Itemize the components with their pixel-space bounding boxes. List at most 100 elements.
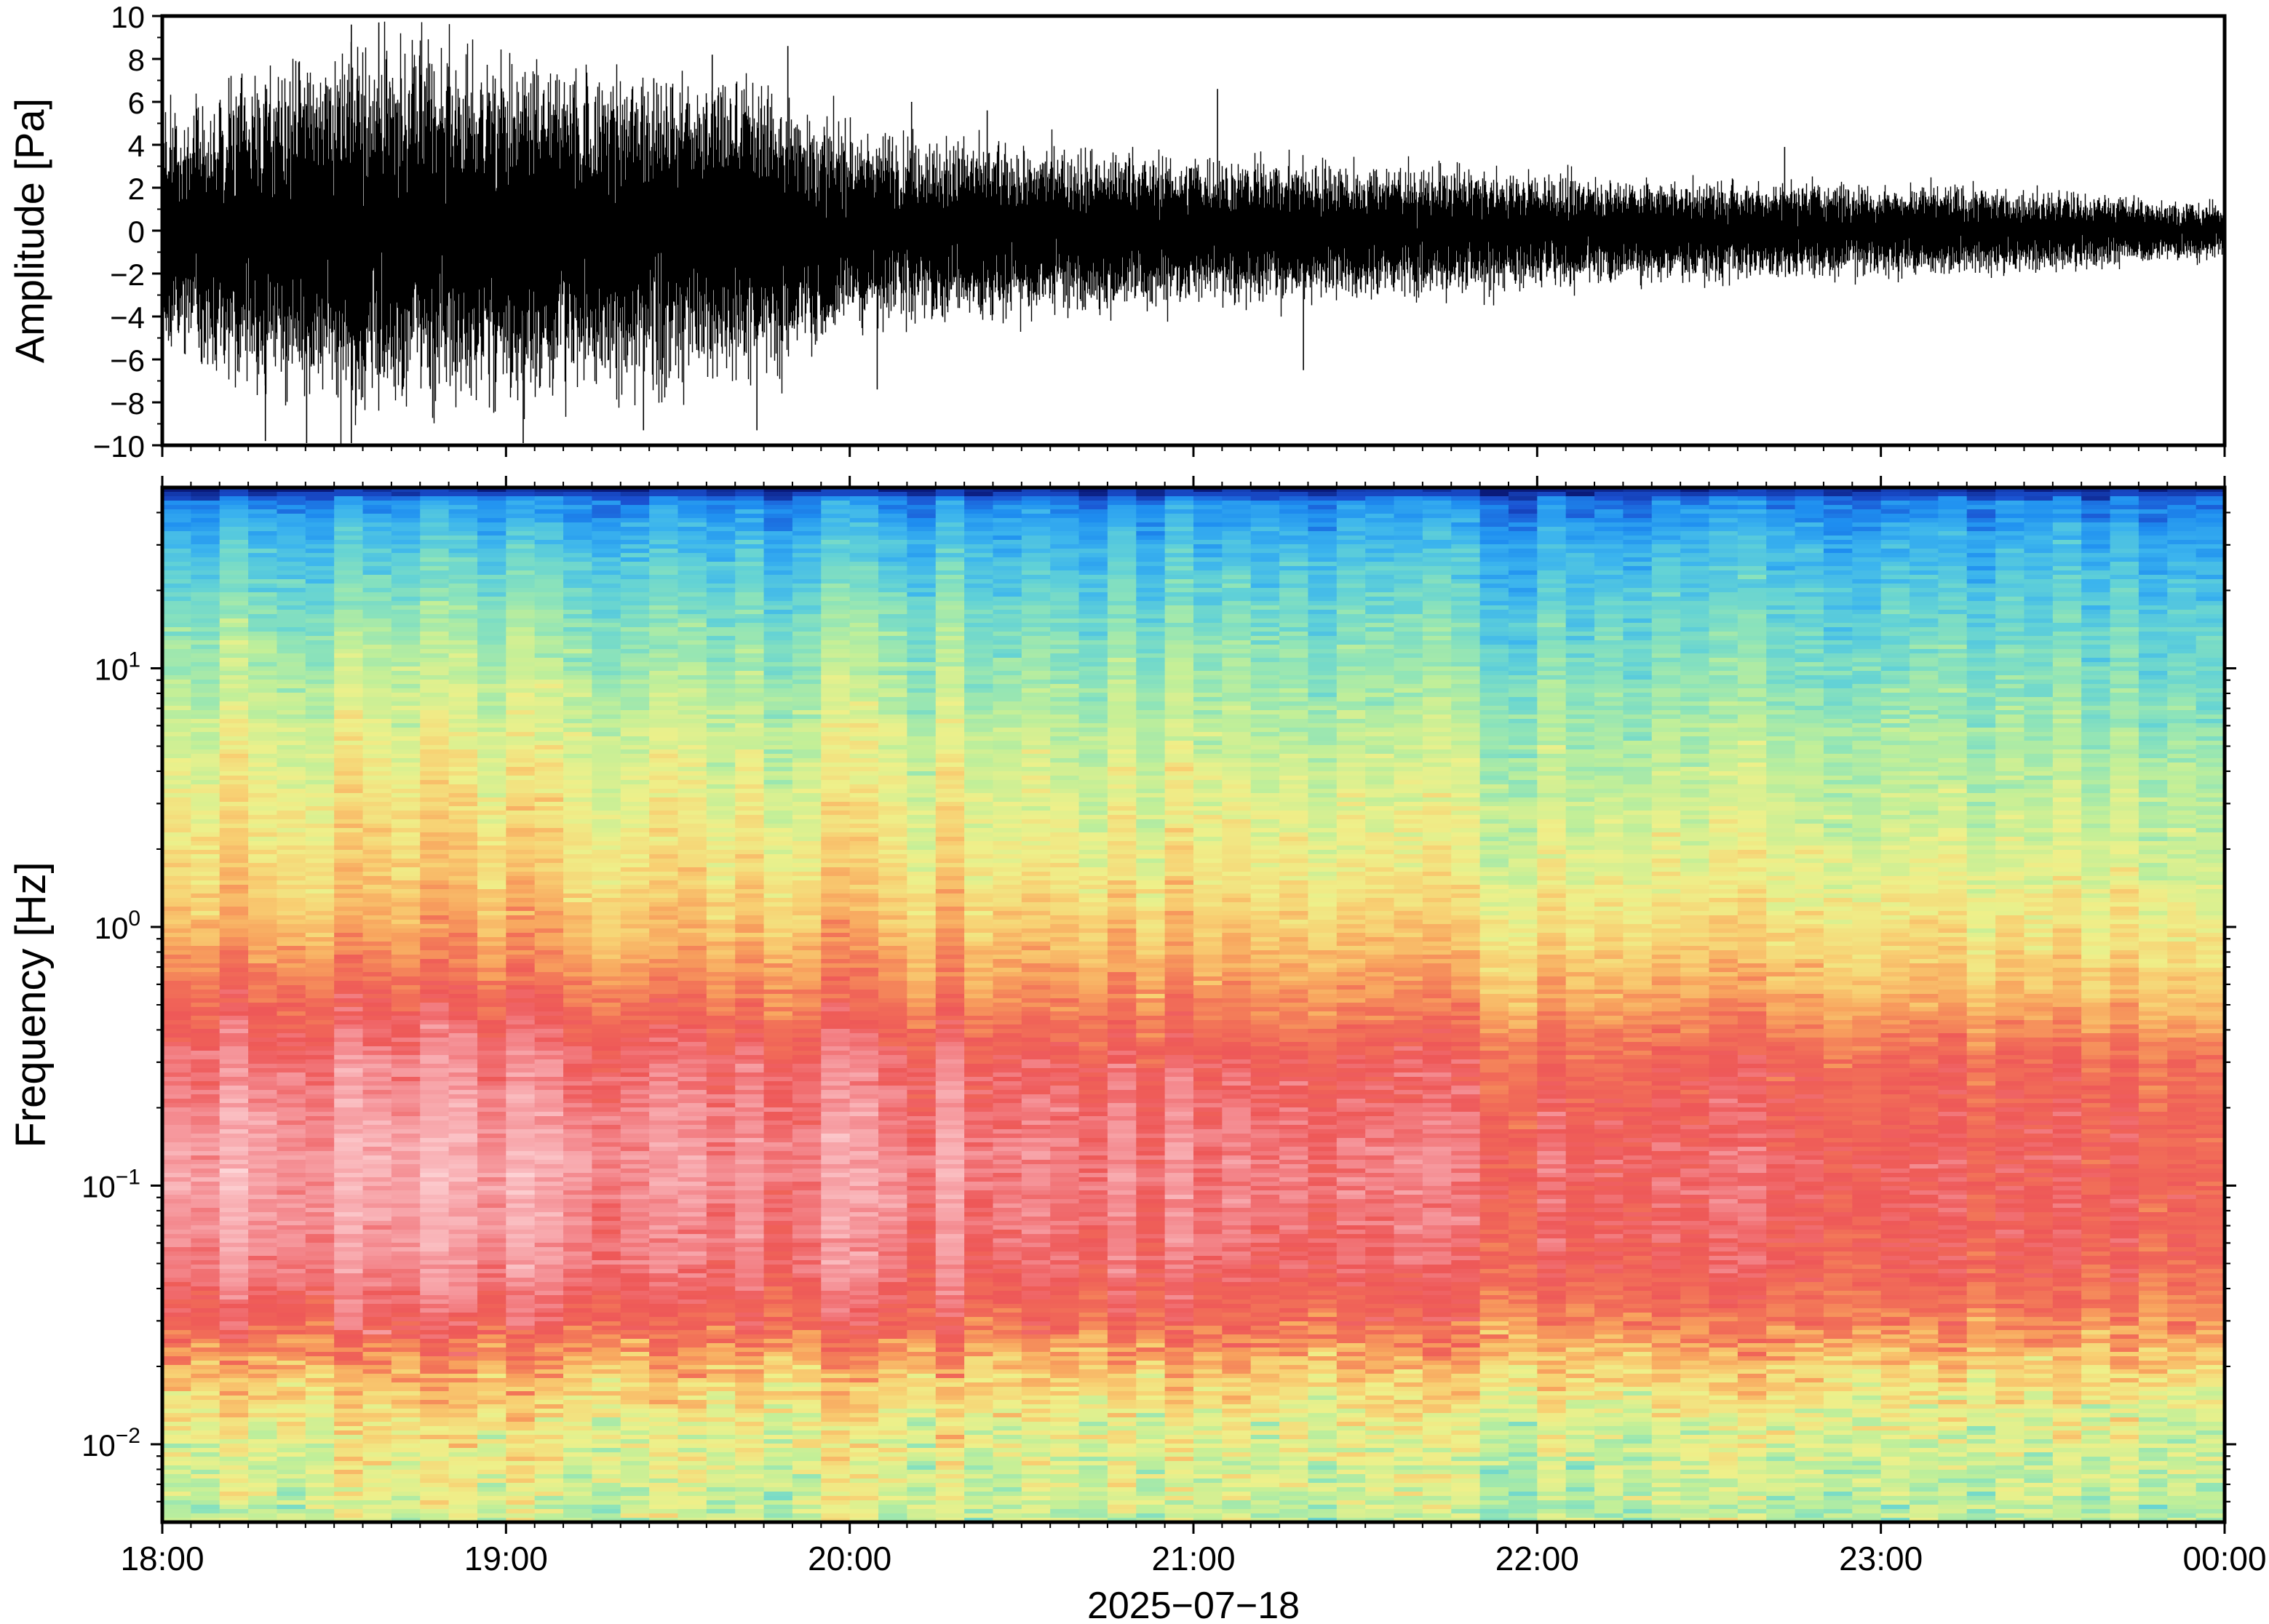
spectrogram-cell [563,1208,593,1213]
spectrogram-cell [477,649,507,654]
spectrogram-cell [677,942,707,947]
spectrogram-cell [677,496,707,501]
spectrogram-cell [334,1374,364,1379]
spectrogram-cell [706,767,736,772]
spectrogram-cell [305,1086,335,1091]
spectrogram-cell [391,907,421,912]
spectrogram-cell [277,658,306,663]
spectrogram-cell [563,959,593,964]
spectrogram-cell [420,1330,450,1335]
spectrogram-cell [735,976,765,982]
spectrogram-cell [277,1317,306,1322]
spectrogram-cell [706,1483,736,1488]
spectrogram-cell [248,675,278,680]
spectrogram-cell [219,907,249,912]
spectrogram-cell [506,793,536,798]
spectrogram-cell [506,487,536,493]
y-tick-label: 10 [111,0,145,34]
spectrogram-cell [391,1134,421,1139]
spectrogram-cell [420,1024,450,1030]
spectrogram-cell [735,1011,765,1016]
spectrogram-cell [191,1426,220,1431]
spectrogram-cell [219,1064,249,1069]
spectrogram-cell [534,854,564,859]
spectrogram-cell [219,1304,249,1309]
spectrogram-cell [420,1321,450,1326]
spectrogram-cell [248,715,278,720]
spectrogram-cell [420,693,450,698]
spectrogram-cell [448,505,478,510]
spectrogram-cell [506,1103,536,1108]
spectrogram-cell [362,1391,392,1396]
spectrogram-cell [706,1094,736,1099]
spectrogram-cell [420,1269,450,1274]
spectrogram-cell [420,1396,450,1401]
spectrogram-cell [334,811,364,816]
spectrogram-cell [305,911,335,916]
spectrogram-cell [620,557,650,562]
spectrogram-cell [334,710,364,715]
spectrogram-cell [219,1059,249,1064]
spectrogram-cell [219,902,249,907]
spectrogram-cell [649,562,679,567]
spectrogram-cell [420,850,450,855]
spectrogram-cell [391,1313,421,1318]
spectrogram-cell [248,1286,278,1291]
spectrogram-cell [334,1007,364,1012]
spectrogram-cell [735,998,765,1003]
spectrogram-cell [448,806,478,811]
spectrogram-cell [162,880,192,885]
spectrogram-cell [448,1247,478,1252]
spectrogram-cell [592,1059,621,1064]
spectrogram-cell [362,963,392,968]
spectrogram-cell [534,911,564,916]
spectrogram-cell [391,872,421,877]
spectrogram-cell [362,1269,392,1274]
spectrogram-cell [563,562,593,567]
spectrogram-cell [592,666,621,672]
spectrogram-cell [534,789,564,794]
spectrogram-cell [420,872,450,877]
spectrogram-cell [706,1404,736,1409]
spectrogram-cell [677,990,707,995]
spectrogram-cell [191,1251,220,1257]
spectrogram-cell [334,1212,364,1217]
spectrogram-cell [277,845,306,851]
spectrogram-cell [391,514,421,519]
spectrogram-cell [191,597,220,602]
spectrogram-cell [563,1422,593,1427]
spectrogram-cell [391,518,421,523]
spectrogram-cell [563,937,593,942]
spectrogram-cell [305,531,335,536]
spectrogram-cell [420,1112,450,1117]
spectrogram-cell [735,763,765,768]
spectrogram-cell [362,994,392,999]
spectrogram-cell [305,518,335,523]
spectrogram-cell [219,1413,249,1418]
spectrogram-cell [592,514,621,519]
spectrogram-cell [362,1190,392,1195]
spectrogram-cell [277,872,306,877]
spectrogram-cell [191,1199,220,1204]
spectrogram-cell [277,1121,306,1126]
spectrogram-cell [219,1308,249,1313]
spectrogram-cell [420,1072,450,1078]
spectrogram-cell [219,802,249,807]
spectrogram-cell [305,955,335,960]
spectrogram-cell [391,584,421,589]
spectrogram-cell [735,570,765,576]
spectrogram-cell [362,1055,392,1060]
spectrogram-cell [162,1286,192,1291]
spectrogram-cell [677,854,707,859]
spectrogram-cell [735,828,765,833]
spectrogram-cell [448,915,478,920]
spectrogram-cell [248,1029,278,1034]
spectrogram-cell [592,636,621,641]
spectrogram-cell [649,1352,679,1357]
spectrogram-cell [649,1164,679,1169]
spectrogram-cell [362,981,392,986]
spectrogram-cell [277,1295,306,1300]
spectrogram-cell [620,505,650,510]
spectrogram-cell [563,1029,593,1034]
spectrogram-cell [162,889,192,894]
